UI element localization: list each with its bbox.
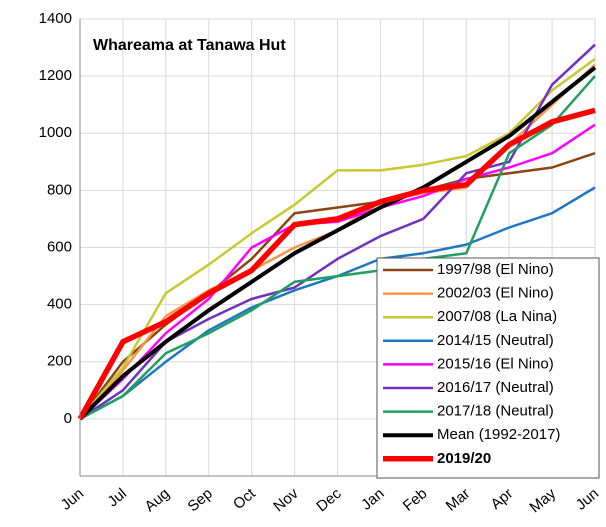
x-tick-label: Nov	[270, 485, 302, 515]
y-tick-label: 400	[47, 296, 72, 313]
x-tick-label: May	[527, 485, 560, 517]
x-tick-label: Aug	[142, 485, 173, 515]
x-tick-label: Jan	[358, 485, 387, 514]
x-tick-label: Sep	[184, 485, 215, 515]
series-line	[79, 75, 596, 421]
legend-label: Mean (1992-2017)	[437, 426, 560, 443]
legend-label: 2015/16 (El Nino)	[437, 355, 554, 372]
legend: 1997/98 (El Nino) 2002/03 (El Nino) 2007/0…	[383, 261, 560, 467]
y-tick-label: 0	[64, 410, 72, 427]
x-tick-label: Feb	[400, 485, 431, 515]
legend-label: 2002/03 (El Nino)	[437, 285, 554, 302]
y-tick-label: 1000	[39, 124, 72, 141]
y-tick-label: 800	[47, 181, 72, 198]
legend-label: 2007/08 (La Nina)	[437, 308, 557, 325]
legend-label: 2017/18 (Neutral)	[437, 403, 554, 420]
legend-label: 1997/98 (El Nino)	[437, 261, 554, 278]
x-tick-label: Jul	[104, 485, 130, 510]
legend-label: 2019/20	[437, 450, 491, 467]
lines	[77, 43, 597, 421]
x-tick-label: Apr	[487, 485, 516, 513]
y-tick-label: 1200	[39, 67, 72, 84]
y-tick-label: 600	[47, 238, 72, 255]
x-tick-label: Dec	[313, 485, 345, 515]
series-line	[79, 123, 596, 420]
y-tick-label: 200	[47, 353, 72, 370]
legend-label: 2014/15 (Neutral)	[437, 332, 554, 349]
x-tick-label: Jun	[573, 485, 602, 514]
series-line	[79, 57, 596, 420]
x-tick-label: Jun	[58, 485, 87, 514]
y-tick-label: 1400	[39, 10, 72, 27]
legend-label: 2016/17 (Neutral)	[437, 379, 554, 396]
series-line	[78, 66, 597, 421]
x-tick-label: Oct	[230, 485, 259, 514]
chart-title: Whareama at Tanawa Hut	[93, 37, 286, 54]
series-line	[77, 107, 596, 421]
x-tick-label: Mar	[443, 485, 474, 515]
